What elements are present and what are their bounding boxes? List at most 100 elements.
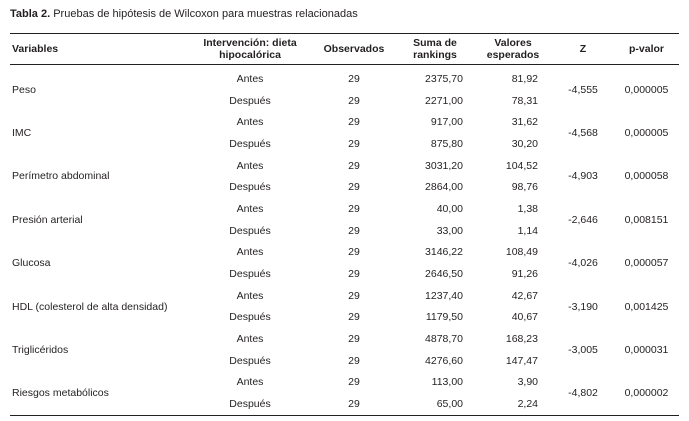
observados-value: 29 [348, 94, 360, 107]
header-suma: Suma de rankings [413, 37, 457, 61]
suma-value: 40,00 [436, 202, 463, 215]
table-row: Después 29 4276,60 147,47 [10, 350, 679, 372]
phase-label: Después [229, 311, 271, 324]
phase-label: Antes [236, 376, 264, 389]
esperados-value: 108,49 [505, 246, 538, 259]
esperados-value: 168,23 [505, 333, 538, 346]
table-row: IMC Antes 29 917,00 31,62 -4,568 0,000005 [10, 111, 679, 139]
header-valores: Valores esperados [486, 37, 540, 61]
suma-value: 65,00 [436, 398, 463, 411]
header-variables: Variables [12, 43, 59, 55]
table-row: Después 29 65,00 2,24 [10, 393, 679, 416]
esperados-value: 1,14 [517, 224, 538, 237]
p-value: 0,000005 [624, 83, 669, 96]
esperados-value: 91,26 [511, 268, 538, 281]
suma-value: 4276,60 [425, 354, 463, 367]
phase-label: Antes [236, 159, 264, 172]
phase-label: Antes [236, 116, 264, 129]
esperados-value: 30,20 [511, 137, 538, 150]
table-row: Presión arterial Antes 29 40,00 1,38 -2,646 0,… [10, 198, 679, 226]
variable-name: Peso [12, 83, 36, 96]
phase-label: Antes [236, 246, 264, 259]
z-value: -4,555 [568, 83, 598, 96]
observados-value: 29 [348, 137, 360, 150]
suma-value: 33,00 [436, 224, 463, 237]
observados-value: 29 [348, 224, 360, 237]
suma-value: 2646,50 [425, 268, 463, 281]
observados-value: 29 [348, 333, 360, 346]
table-row: Riesgos metabólicos Antes 29 113,00 3,90 -4,8… [10, 372, 679, 399]
esperados-value: 104,52 [505, 159, 538, 172]
suma-value: 2271,00 [425, 94, 463, 107]
phase-label: Antes [236, 72, 264, 85]
variable-name: IMC [12, 127, 32, 140]
esperados-value: 31,62 [511, 116, 538, 129]
esperados-value: 40,67 [511, 311, 538, 324]
table-row: Perímetro abdominal Antes 29 3031,20 104,52 -… [10, 155, 679, 183]
z-value: -2,646 [568, 213, 598, 226]
esperados-value: 2,24 [517, 398, 538, 411]
phase-label: Después [229, 181, 271, 194]
observados-value: 29 [348, 246, 360, 259]
observados-value: 29 [348, 311, 360, 324]
phase-label: Antes [236, 333, 264, 346]
esperados-value: 98,76 [511, 181, 538, 194]
table-row: Triglicéridos Antes 29 4878,70 168,23 -3,005 0… [10, 328, 679, 356]
suma-value: 2375,70 [425, 72, 463, 85]
variable-name: Triglicéridos [12, 343, 69, 356]
p-value: 0,000002 [624, 387, 669, 400]
esperados-value: 1,38 [517, 202, 538, 215]
observados-value: 29 [348, 376, 360, 389]
header-z: Z [579, 43, 587, 55]
table-row: Después 29 33,00 1,14 [10, 220, 679, 242]
phase-label: Después [229, 94, 271, 107]
suma-value: 2864,00 [425, 181, 463, 194]
phase-label: Después [229, 398, 271, 411]
suma-value: 113,00 [431, 376, 463, 389]
table-row: Peso Antes 29 2375,70 81,92 -4,555 0,000005 [10, 68, 679, 96]
variable-name: Riesgos metabólicos [12, 387, 109, 400]
z-value: -3,190 [568, 300, 598, 313]
p-value: 0,000031 [624, 343, 669, 356]
wilcoxon-table: Variables Intervención: dieta hipocalóric… [10, 33, 679, 416]
z-value: -4,568 [568, 127, 598, 140]
observados-value: 29 [348, 116, 360, 129]
suma-value: 1237,40 [425, 289, 463, 302]
variable-name: Presión arterial [12, 213, 83, 226]
table-body: Peso Antes 29 2375,70 81,92 -4,555 0,000005 Des… [10, 65, 679, 416]
p-value: 0,000005 [624, 127, 669, 140]
header-intervencion: Intervención: dieta hipocalórica [203, 37, 297, 61]
table-row: HDL (colesterol de alta densidad) Antes 29… [10, 285, 679, 313]
suma-value: 3031,20 [425, 159, 463, 172]
phase-label: Antes [236, 289, 264, 302]
observados-value: 29 [348, 398, 360, 411]
header-p: p-valor [628, 43, 664, 55]
phase-label: Después [229, 224, 271, 237]
suma-value: 875,80 [430, 137, 463, 150]
suma-value: 917,00 [430, 116, 463, 129]
suma-value: 3146,22 [425, 246, 463, 259]
table-row: Después 29 875,80 30,20 [10, 133, 679, 155]
caption-label: Tabla 2. [10, 8, 51, 20]
esperados-value: 147,47 [505, 354, 538, 367]
variable-name: HDL (colesterol de alta densidad) [12, 300, 168, 313]
phase-label: Después [229, 268, 271, 281]
p-value: 0,008151 [624, 213, 669, 226]
p-value: 0,001425 [624, 300, 669, 313]
z-value: -3,005 [568, 343, 598, 356]
header-observados: Observados [323, 43, 385, 55]
observados-value: 29 [348, 354, 360, 367]
observados-value: 29 [348, 268, 360, 281]
caption-text: Pruebas de hipótesis de Wilcoxon para mu… [53, 8, 358, 20]
observados-value: 29 [348, 289, 360, 302]
phase-label: Antes [236, 202, 264, 215]
header-row: Variables Intervención: dieta hipocalóric… [10, 33, 679, 65]
z-value: -4,903 [568, 170, 598, 183]
z-value: -4,026 [568, 257, 598, 270]
observados-value: 29 [348, 181, 360, 194]
observados-value: 29 [348, 159, 360, 172]
table-row: Glucosa Antes 29 3146,22 108,49 -4,026 0,00005… [10, 242, 679, 269]
variable-name: Perímetro abdominal [12, 170, 110, 183]
p-value: 0,000058 [624, 170, 669, 183]
p-value: 0,000057 [624, 257, 669, 270]
